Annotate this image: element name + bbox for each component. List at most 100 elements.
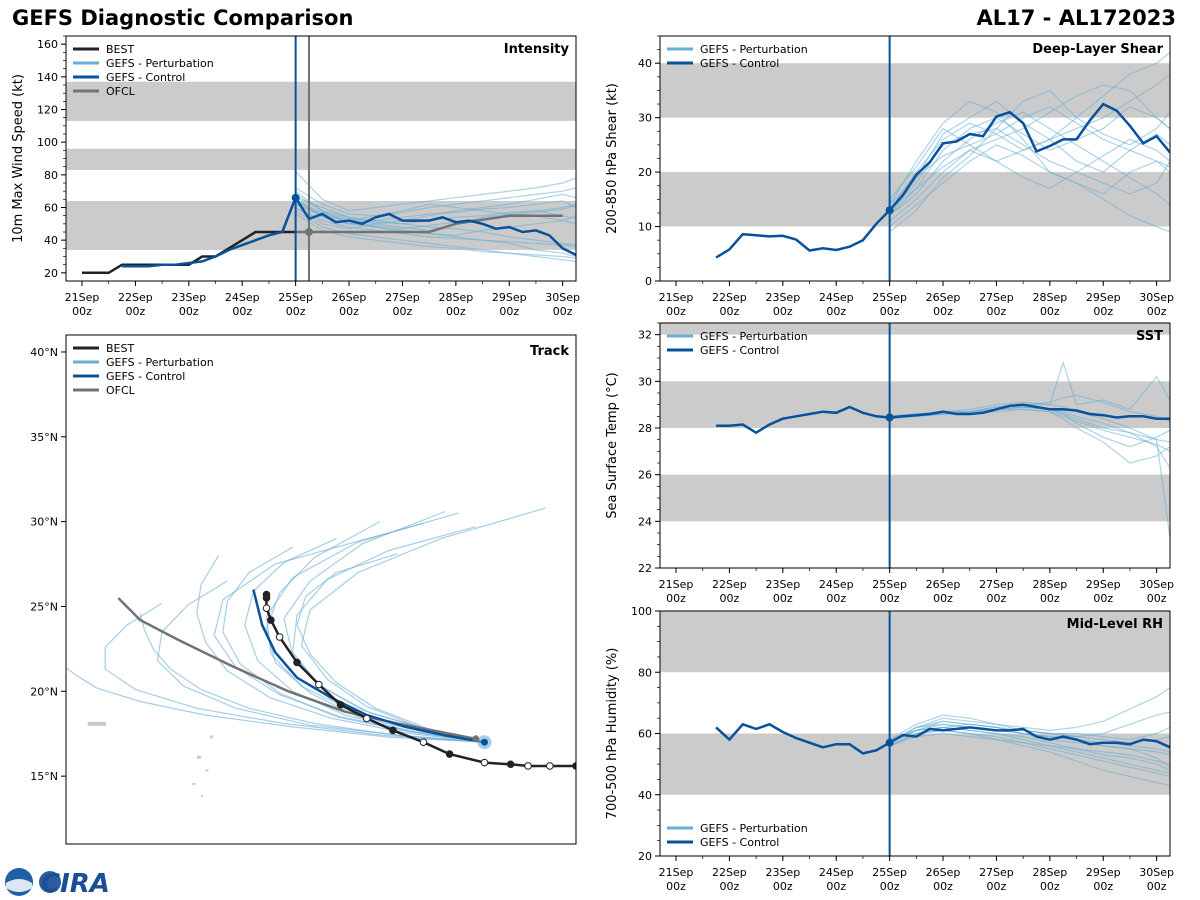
x-tick-date: 26Sep xyxy=(926,578,961,591)
x-tick-hour: 00z xyxy=(826,880,846,893)
y-tick-label: 160 xyxy=(37,38,58,51)
y-axis-label: 10m Max Wind Speed (kt) xyxy=(11,74,26,243)
x-tick-hour: 00z xyxy=(720,592,740,605)
x-tick-hour: 00z xyxy=(1093,880,1113,893)
x-tick-date: 25Sep xyxy=(872,291,907,304)
best-track-point xyxy=(506,760,515,769)
x-tick-date: 25Sep xyxy=(278,291,313,304)
x-tick-hour: 00z xyxy=(773,880,793,893)
x-tick-date: 22Sep xyxy=(712,291,747,304)
legend-label: GEFS - Control xyxy=(700,836,779,849)
x-tick-hour: 00z xyxy=(72,305,92,318)
y-tick-label: 32 xyxy=(638,329,652,342)
category-band xyxy=(660,474,1170,522)
cira-logo: CIRA xyxy=(5,868,110,898)
perturbation-track xyxy=(66,666,485,743)
x-tick-hour: 00z xyxy=(826,592,846,605)
y-tick-label: 0 xyxy=(645,275,652,288)
control-line xyxy=(716,403,1170,435)
x-tick-hour: 00z xyxy=(666,880,686,893)
x-tick-hour: 00z xyxy=(499,305,519,318)
perturbation-line xyxy=(889,100,1170,206)
x-tick-date: 24Sep xyxy=(225,291,260,304)
y-axis-label: Sea Surface Temp (°C) xyxy=(605,372,620,519)
best-track-point xyxy=(293,658,301,667)
perturbation-line xyxy=(295,200,576,230)
x-tick-hour: 00z xyxy=(666,592,686,605)
best-track-point xyxy=(336,701,345,709)
perturbation-line xyxy=(889,687,1170,741)
page-title: GEFS Diagnostic Comparison xyxy=(12,6,354,30)
perturbation-track xyxy=(196,555,485,743)
perturbation-line xyxy=(889,144,1170,233)
x-tick-date: 25Sep xyxy=(872,578,907,591)
x-tick-date: 29Sep xyxy=(1086,866,1121,879)
x-tick-hour: 00z xyxy=(1147,880,1167,893)
category-band xyxy=(66,148,576,170)
x-tick-date: 25Sep xyxy=(872,866,907,879)
lat-tick-label: 40°N xyxy=(30,346,58,359)
best-track-point xyxy=(267,616,275,624)
plot-frame xyxy=(659,322,1171,569)
perturbation-line xyxy=(889,106,1170,211)
x-tick-date: 27Sep xyxy=(979,866,1014,879)
best-track-point xyxy=(524,762,532,770)
x-tick-hour: 00z xyxy=(987,880,1007,893)
y-tick-label: 140 xyxy=(37,71,58,84)
y-tick-label: 26 xyxy=(638,469,652,482)
best-track-point xyxy=(315,680,323,689)
ofcl-track xyxy=(117,597,476,741)
y-axis-label: 200-850 hPa Shear (kt) xyxy=(605,83,620,234)
y-tick-label: 20 xyxy=(638,850,652,863)
x-tick-date: 28Sep xyxy=(1032,291,1067,304)
category-band xyxy=(66,81,576,121)
island-shape xyxy=(87,721,106,726)
x-tick-hour: 00z xyxy=(1093,592,1113,605)
y-tick-label: 80 xyxy=(44,169,58,182)
perturbation-track xyxy=(296,553,485,743)
island-shape xyxy=(201,794,204,797)
y-tick-label: 120 xyxy=(37,104,58,117)
x-tick-hour: 00z xyxy=(1147,592,1167,605)
y-tick-label: 22 xyxy=(638,562,652,575)
perturbation-line xyxy=(295,203,576,236)
x-tick-hour: 00z xyxy=(1040,880,1060,893)
x-tick-hour: 00z xyxy=(1147,305,1167,318)
x-tick-hour: 00z xyxy=(720,305,740,318)
perturbation-track xyxy=(156,580,485,743)
x-tick-hour: 00z xyxy=(393,305,413,318)
legend-label: GEFS - Perturbation xyxy=(700,330,808,343)
best-track-point xyxy=(572,762,576,770)
legend-label: OFCL xyxy=(106,85,136,98)
x-tick-hour: 00z xyxy=(339,305,359,318)
legend-label: GEFS - Perturbation xyxy=(106,356,214,369)
x-tick-date: 27Sep xyxy=(385,291,420,304)
perturbation-line xyxy=(889,111,1170,217)
x-tick-date: 23Sep xyxy=(765,291,800,304)
control-line xyxy=(715,102,1170,259)
best-track-point xyxy=(480,758,489,767)
x-tick-hour: 00z xyxy=(987,305,1007,318)
cira-logo-text: CIRA xyxy=(41,869,110,898)
panel-title: Deep-Layer Shear xyxy=(1032,42,1163,57)
y-tick-label: 80 xyxy=(638,666,652,679)
y-tick-label: 20 xyxy=(638,166,652,179)
x-tick-date: 29Sep xyxy=(1086,578,1121,591)
lat-tick-label: 35°N xyxy=(30,431,58,444)
perturbation-track xyxy=(244,538,485,743)
x-tick-date: 29Sep xyxy=(492,291,527,304)
y-tick-label: 40 xyxy=(638,789,652,802)
x-tick-hour: 00z xyxy=(933,592,953,605)
island-shape xyxy=(192,782,196,785)
x-tick-hour: 00z xyxy=(880,305,900,318)
x-tick-date: 30Sep xyxy=(1139,291,1174,304)
perturbation-line xyxy=(295,171,576,212)
y-tick-label: 20 xyxy=(44,267,58,280)
x-tick-date: 23Sep xyxy=(765,578,800,591)
best-track-point xyxy=(262,604,271,612)
x-tick-hour: 00z xyxy=(987,592,1007,605)
ofcl-line xyxy=(295,214,563,234)
legend-label: GEFS - Control xyxy=(700,344,779,357)
best-track-point xyxy=(262,590,271,599)
y-tick-label: 30 xyxy=(638,112,652,125)
